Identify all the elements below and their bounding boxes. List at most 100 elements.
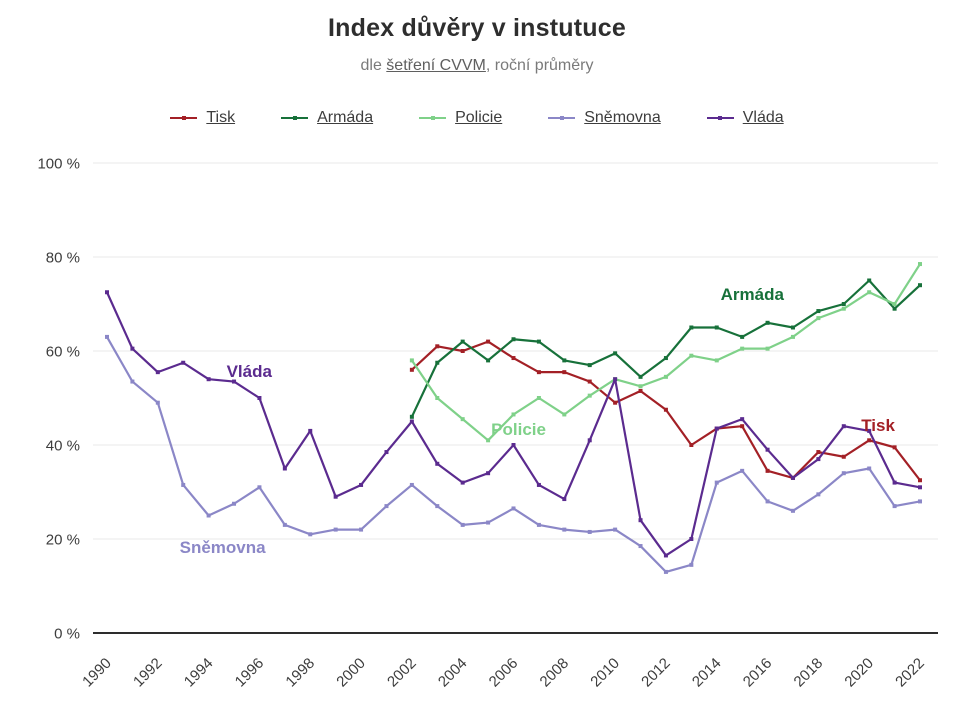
data-point-tisk [460,349,465,353]
x-tick-label: 2004 [435,655,471,691]
data-point-vlada [587,438,592,443]
data-point-vlada [130,346,135,351]
data-point-tisk [892,445,897,450]
data-point-snemovna [587,529,592,534]
legend-item-tisk[interactable]: Tisk [170,109,235,127]
cvvm-survey-link[interactable]: šetření CVVM [386,57,486,74]
data-point-snemovna [765,499,770,504]
series-label-armada: Armáda [720,284,784,304]
data-point-snemovna [333,527,338,532]
data-point-armada [663,356,668,361]
data-point-policie [765,346,770,351]
x-tick-label: 1992 [130,655,166,691]
data-point-vlada [918,485,922,490]
data-point-vlada [333,494,338,499]
legend-item-policie[interactable]: Policie [419,109,502,127]
legend-marker-vlada [706,116,734,120]
data-point-snemovna [130,379,135,384]
data-point-snemovna [613,527,618,532]
x-tick-label: 2014 [689,655,725,691]
data-point-snemovna [155,400,160,405]
x-tick-label: 2012 [638,655,674,691]
data-point-tisk [486,339,491,344]
data-point-tisk [816,450,821,455]
data-point-vlada [308,428,313,433]
data-point-snemovna [638,544,643,549]
legend-dot-tisk [181,116,186,120]
data-point-armada [892,306,897,311]
data-point-armada [867,278,872,283]
legend-item-vlada[interactable]: Vláda [706,109,784,127]
x-tick-label: 2000 [333,655,369,691]
data-point-armada [587,363,592,368]
data-point-policie [486,438,491,443]
data-point-armada [714,325,719,330]
data-point-snemovna [918,499,922,504]
data-point-vlada [816,457,821,462]
series-armada [409,278,922,419]
data-point-snemovna [105,334,109,339]
data-point-armada [613,351,618,356]
data-point-policie [638,384,643,389]
data-point-tisk [511,356,516,361]
data-point-snemovna [892,504,897,509]
data-point-policie [867,290,872,295]
legend-item-snemovna[interactable]: Sněmovna [548,109,661,127]
data-point-vlada [105,290,109,295]
data-point-armada [409,414,414,419]
data-point-vlada [232,379,237,384]
series-line-armada [410,279,921,418]
data-point-policie [435,396,440,400]
data-point-vlada [257,396,262,400]
data-point-vlada [155,370,160,375]
data-point-vlada [435,461,440,466]
data-point-vlada [765,447,770,452]
data-point-armada [740,334,745,339]
legend-item-armada[interactable]: Armáda [281,109,373,127]
data-point-policie [918,262,922,267]
legend-marker-policie [419,116,447,120]
data-point-snemovna [740,468,745,473]
data-point-policie [460,417,465,422]
x-tick-label: 1990 [79,655,115,691]
chart-legend: Tisk Armáda Policie Sněmovna Vláda [0,109,954,127]
x-tick-label: 2016 [740,655,776,691]
legend-label-snemovna: Sněmovna [584,109,661,126]
data-point-vlada [384,450,389,455]
data-point-vlada [689,537,694,541]
y-tick-label: 20 % [46,532,80,549]
data-point-vlada [282,466,287,471]
data-point-snemovna [486,520,491,525]
series-label-snemovna: Sněmovna [179,538,266,558]
y-axis-tick-labels: 0 % 20 % 40 % 60 % 80 % 100 % [37,156,80,643]
data-point-armada [511,337,516,342]
data-point-armada [689,325,694,330]
data-point-policie [740,346,745,351]
series-label-policie: Policie [491,419,546,439]
data-point-tisk [536,370,541,375]
data-point-armada [816,309,821,314]
data-point-tisk [740,424,745,429]
data-point-policie [689,353,694,358]
legend-dot-snemovna [559,116,564,120]
data-point-armada [460,339,465,344]
chart-title: Index důvěry v instutuce [328,14,626,42]
data-point-vlada [740,417,745,422]
data-point-tisk [765,468,770,473]
data-point-snemovna [562,527,567,532]
data-point-vlada [867,428,872,433]
data-point-armada [841,302,846,306]
data-point-tisk [638,388,643,393]
data-point-vlada [714,426,719,431]
x-tick-label: 2010 [587,655,623,691]
data-point-snemovna [536,522,541,527]
legend-label-policie: Policie [455,109,503,126]
data-point-tisk [435,344,440,349]
data-point-policie [841,306,846,311]
legend-dot-armada [292,116,297,120]
x-tick-label: 1998 [282,655,318,691]
series-line-policie [410,263,921,442]
data-point-tisk [663,407,668,412]
data-point-vlada [663,553,668,558]
